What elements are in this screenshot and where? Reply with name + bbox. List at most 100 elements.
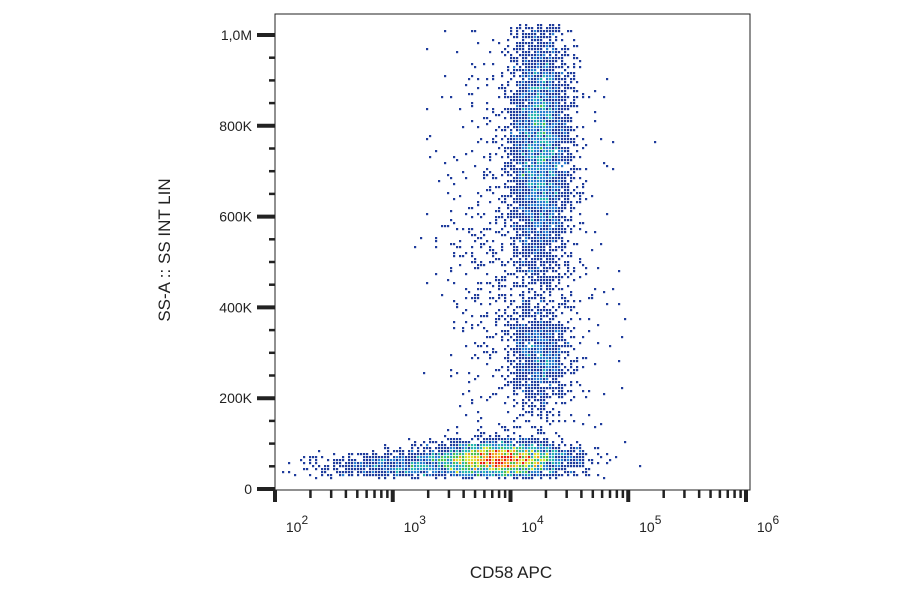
density-point [486,240,489,243]
density-point [540,171,543,174]
density-point [522,414,525,417]
density-point [540,84,543,87]
density-point [525,249,528,252]
density-point [414,453,417,456]
density-point [540,345,543,348]
density-point [513,165,516,168]
density-point [558,114,561,117]
density-point [558,246,561,249]
density-point [570,210,573,213]
density-point [546,114,549,117]
density-point [384,462,387,465]
density-point [402,465,405,468]
density-point [552,339,555,342]
density-point [540,351,543,354]
density-point [537,330,540,333]
density-point [531,330,534,333]
density-point [471,102,474,105]
density-point [522,168,525,171]
density-point [447,471,450,474]
density-point [585,267,588,270]
density-point [564,48,567,51]
density-point [504,150,507,153]
density-point [516,123,519,126]
density-point [531,393,534,396]
density-point [573,165,576,168]
density-point [411,453,414,456]
density-point [339,462,342,465]
density-point [468,291,471,294]
density-point [576,105,579,108]
density-point [519,75,522,78]
density-point [504,186,507,189]
density-point [528,366,531,369]
density-point [468,93,471,96]
density-point [447,456,450,459]
density-point [555,111,558,114]
density-point [528,45,531,48]
density-point [525,312,528,315]
density-point [573,306,576,309]
density-point [513,72,516,75]
density-point [507,306,510,309]
density-point [552,240,555,243]
density-point [573,279,576,282]
density-point [390,453,393,456]
density-point [522,189,525,192]
density-point [519,237,522,240]
density-point [555,453,558,456]
density-point [576,168,579,171]
density-point [465,477,468,480]
density-point [543,345,546,348]
density-point [498,459,501,462]
density-point [474,261,477,264]
density-point [582,459,585,462]
density-point [597,324,600,327]
density-point [573,168,576,171]
density-point [516,372,519,375]
density-point [543,132,546,135]
density-point [549,318,552,321]
density-point [570,180,573,183]
density-point [555,264,558,267]
density-point [582,222,585,225]
density-point [528,78,531,81]
density-point [573,177,576,180]
density-point [486,141,489,144]
density-point [516,27,519,30]
density-point [465,474,468,477]
density-point [534,156,537,159]
density-point [540,369,543,372]
density-point [513,456,516,459]
density-point [531,411,534,414]
density-point [549,195,552,198]
density-point [531,273,534,276]
density-point [579,213,582,216]
x-tick-base: 10 [521,519,537,535]
density-point [516,159,519,162]
density-point [531,324,534,327]
density-point [546,93,549,96]
density-point [510,135,513,138]
density-point [543,90,546,93]
density-point [441,96,444,99]
y-tick-label: 800K [219,118,252,134]
density-point [510,450,513,453]
density-point [513,432,516,435]
density-point [537,117,540,120]
density-point [540,207,543,210]
density-point [423,456,426,459]
density-point [504,402,507,405]
density-point [546,66,549,69]
density-point [543,75,546,78]
density-point [513,399,516,402]
density-point [549,108,552,111]
density-point [519,114,522,117]
density-point [522,42,525,45]
density-point [606,78,609,81]
density-point [522,336,525,339]
density-point [522,465,525,468]
density-point [543,381,546,384]
density-point [459,471,462,474]
density-point [522,384,525,387]
